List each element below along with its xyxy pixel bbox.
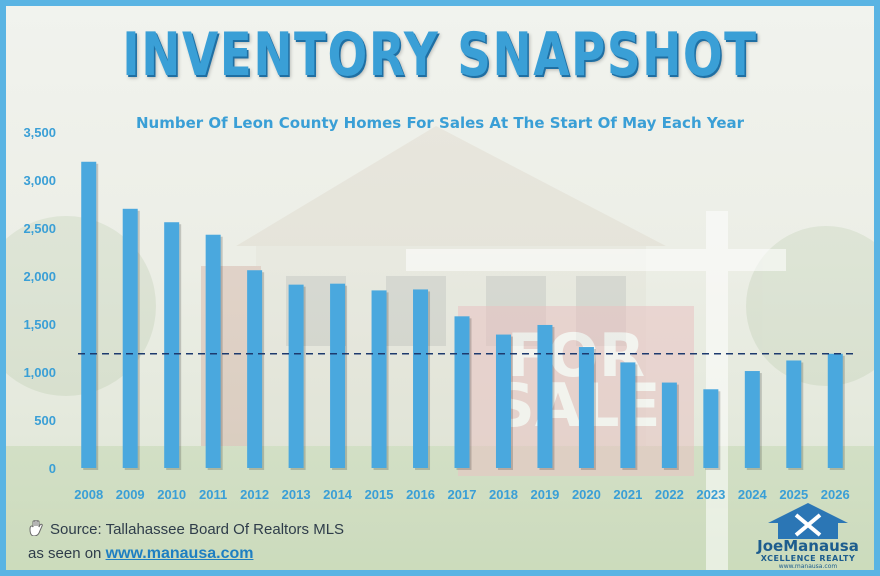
logo-url: www.manausa.com (778, 563, 838, 570)
bar-2026 (827, 353, 843, 468)
logo-tagline: XCELLENCE REALTY (760, 554, 856, 563)
bar-2017 (454, 316, 470, 468)
bar-2018 (495, 334, 511, 468)
bar-2025 (786, 360, 802, 468)
x-tick-label: 2021 (613, 487, 642, 502)
bar-2023 (703, 389, 719, 468)
bar-2024 (744, 371, 760, 468)
logo-name: JoeManausa (757, 537, 859, 555)
bar-2016 (413, 289, 429, 468)
house-logo-icon (768, 503, 848, 539)
y-tick-label: 2,000 (23, 269, 56, 284)
chart-subtitle: Number Of Leon County Homes For Sales At… (135, 114, 745, 132)
x-axis: 2008 2009 2010 2011 2012 2013 2014 2015 2016 2017… (74, 487, 849, 502)
y-tick-label: 1,000 (23, 365, 56, 380)
bar-2021 (620, 362, 636, 468)
source-note: Source: Tallahassee Board Of Realtors ML… (28, 520, 344, 538)
bar-2019 (537, 324, 553, 468)
bar-2013 (288, 284, 304, 468)
bar-2022 (661, 382, 677, 468)
hand-icon (29, 520, 43, 536)
y-tick-label: 500 (34, 413, 56, 428)
x-tick-label: 2012 (240, 487, 269, 502)
bar-2009 (122, 208, 138, 469)
x-tick-label: 2014 (323, 487, 353, 502)
y-tick-label: 0 (49, 461, 56, 476)
y-tick-label: 2,500 (23, 221, 56, 236)
bar-2015 (371, 290, 387, 468)
x-tick-label: 2025 (779, 487, 808, 502)
bar-2011 (205, 234, 221, 468)
seen-on-text: as seen on (28, 545, 102, 562)
y-tick-label: 3,500 (23, 125, 56, 140)
bar-2010 (164, 222, 180, 468)
website-link[interactable]: www.manausa.com (105, 545, 254, 562)
x-tick-label: 2022 (655, 487, 684, 502)
y-tick-label: 1,500 (23, 317, 56, 332)
x-tick-label: 2009 (116, 487, 145, 502)
x-tick-label: 2019 (530, 487, 559, 502)
x-tick-label: 2013 (282, 487, 311, 502)
x-tick-label: 2026 (821, 487, 850, 502)
x-tick-label: 2010 (157, 487, 186, 502)
x-tick-label: 2011 (199, 487, 227, 502)
x-tick-label: 2024 (738, 487, 768, 502)
bar-2012 (247, 270, 263, 468)
y-axis: 0 500 1,000 1,500 2,000 2,500 3,000 3,500 (23, 125, 56, 476)
bar-2008 (81, 161, 97, 468)
x-tick-label: 2016 (406, 487, 435, 502)
bars-group (81, 161, 845, 471)
source-text: Source: Tallahassee Board Of Realtors ML… (50, 521, 345, 538)
x-tick-label: 2018 (489, 487, 518, 502)
bar-2014 (330, 283, 346, 468)
background-house-image: FOR SALE (6, 126, 874, 570)
x-tick-label: 2008 (74, 487, 103, 502)
seen-on-note: as seen on www.manausa.com (28, 545, 253, 563)
x-tick-label: 2017 (448, 487, 477, 502)
y-tick-label: 3,000 (23, 173, 56, 188)
bar-2020 (578, 347, 594, 468)
x-tick-label: 2023 (696, 487, 725, 502)
chart-title: INVENTORY SNAPSHOT (122, 20, 758, 90)
x-tick-label: 2020 (572, 487, 601, 502)
company-logo[interactable]: JoeManausa XCELLENCE REALTY www.manausa.… (746, 501, 870, 570)
x-tick-label: 2015 (365, 487, 394, 502)
